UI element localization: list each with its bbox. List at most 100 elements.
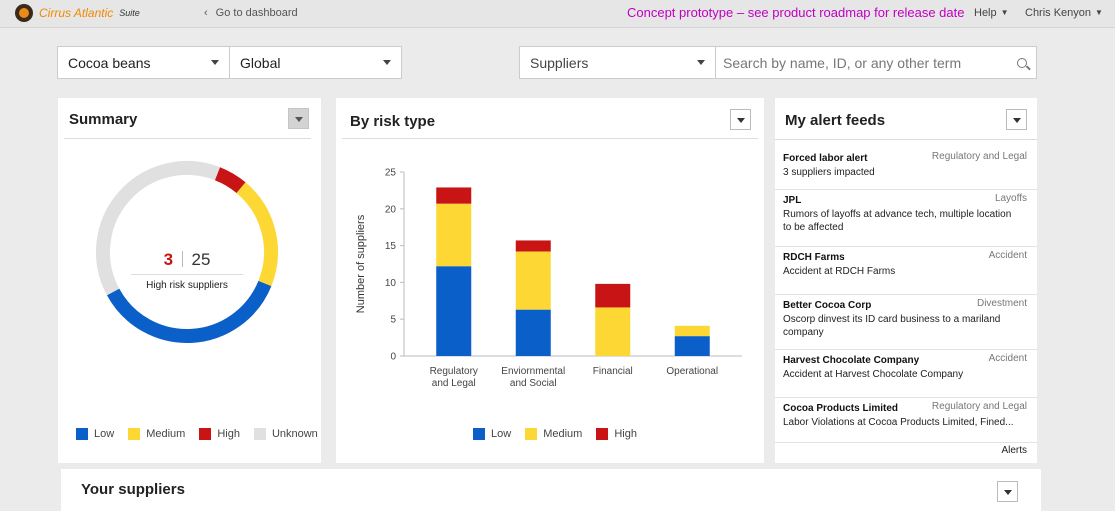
alert-title: RDCH Farms [783, 252, 845, 263]
alert-title: JPL [783, 195, 802, 206]
bar-medium[interactable] [595, 307, 631, 356]
alert-category: Divestment [976, 298, 1027, 309]
bar-medium[interactable] [674, 325, 710, 337]
summary-title: Summary [69, 111, 138, 128]
legend-label: Low [491, 428, 512, 440]
commodity-select[interactable]: Cocoa beans [57, 46, 230, 79]
summary-legend-item-medium: Medium [128, 428, 185, 440]
alert-description: Oscorp dinvest its ID card business to a… [783, 314, 1001, 338]
search-input[interactable] [716, 47, 1006, 78]
caret-down-icon: ▼ [1095, 8, 1103, 17]
alert-title: Cocoa Products Limited [783, 403, 899, 414]
risk-type-title: By risk type [350, 113, 436, 130]
risk-type-menu-button[interactable] [730, 109, 751, 130]
donut-segment-unknown[interactable] [96, 161, 221, 296]
legend-swatch [76, 428, 88, 440]
bar-low[interactable] [674, 336, 710, 356]
legend-label: High [614, 428, 637, 440]
legend-label: Unknown [271, 428, 318, 440]
app-logo[interactable]: Cirrus Atlantic Suite [15, 3, 140, 23]
donut-segments [96, 161, 278, 343]
bar-low[interactable] [436, 266, 472, 356]
x-tick-label: Enviornmental [501, 366, 565, 377]
bar-high[interactable] [515, 240, 551, 252]
donut-segment-high[interactable] [214, 167, 246, 194]
alerts-footer-link[interactable]: Alerts [1001, 445, 1027, 456]
alert-description: Accident at Harvest Chocolate Company [783, 369, 964, 380]
y-tick-label: 0 [390, 352, 396, 363]
y-tick-label: 20 [385, 204, 397, 215]
user-name: Chris Kenyon [1025, 7, 1092, 19]
risk-type-legend: Low Medium High [473, 428, 651, 440]
region-select[interactable]: Global [229, 46, 402, 79]
alert-description: Labor Violations at Cocoa Products Limit… [783, 417, 1014, 428]
summary-donut [96, 161, 278, 343]
logo-suite: Suite [119, 8, 140, 18]
y-tick-label: 25 [385, 168, 397, 179]
alert-feeds-title: My alert feeds [785, 112, 886, 129]
alert-item[interactable]: RDCH Farms Accident Accident at RDCH Farms [775, 247, 1037, 295]
count-separator [181, 251, 183, 267]
legend-swatch [596, 428, 609, 440]
go-to-dashboard-link[interactable]: ‹ Go to dashboard [204, 7, 298, 19]
dropdown-arrow-icon [211, 60, 219, 65]
high-risk-caption: High risk suppliers [146, 280, 228, 291]
total-count: 25 [191, 250, 211, 269]
alert-item[interactable]: Harvest Chocolate Company Accident Acciden… [775, 350, 1037, 398]
risk-type-card: By risk type 0 5 10 15 20 25 Number of supplie… [336, 98, 764, 463]
alert-feeds-card: My alert feeds Forced labor alert Regulat… [775, 98, 1037, 463]
entity-select[interactable]: Suppliers [519, 46, 716, 79]
bar-medium[interactable] [436, 203, 472, 267]
logo-icon [15, 4, 33, 22]
legend-label: Medium [146, 428, 186, 440]
alert-feeds-menu-button[interactable] [1006, 109, 1027, 130]
help-menu[interactable]: Help ▼ [974, 7, 1009, 19]
donut-segment-low[interactable] [106, 280, 272, 343]
x-tick-label: Financial [593, 366, 633, 377]
summary-legend-item-unknown: Unknown [253, 428, 318, 440]
bar-high[interactable] [436, 187, 472, 204]
alert-item[interactable]: JPL Layoffs Rumors of layoffs at advance t… [775, 190, 1037, 247]
bar-high[interactable] [595, 283, 631, 308]
summary-legend-item-low: Low [76, 428, 114, 440]
divider [64, 138, 311, 139]
legend-swatch [128, 428, 141, 440]
summary-menu-button[interactable] [288, 108, 309, 129]
donut-segment-medium[interactable] [236, 182, 278, 287]
legend-label: Medium [543, 428, 583, 440]
back-link-label: Go to dashboard [215, 7, 298, 19]
summary-legend-item-high: High [199, 428, 240, 440]
alert-category: Regulatory and Legal [931, 401, 1027, 412]
concept-note: Concept prototype – see product roadmap … [627, 5, 965, 20]
commodity-value: Cocoa beans [68, 54, 151, 71]
user-menu[interactable]: Chris Kenyon ▼ [1025, 7, 1103, 19]
legend-swatch [525, 428, 538, 440]
suppliers-title: Your suppliers [81, 481, 185, 498]
help-label: Help [974, 7, 997, 19]
divider [131, 274, 243, 275]
alert-category: Accident [988, 250, 1027, 261]
alert-item[interactable]: Forced labor alert Regulatory and Legal 3 … [775, 148, 1037, 190]
risk-legend-item-medium: Medium [525, 428, 582, 440]
legend-label: Low [94, 428, 115, 440]
risk-legend-item-low: Low [473, 428, 511, 440]
summary-card: Summary 3 25 High risk suppliers Low Medi… [58, 98, 321, 463]
bar-low[interactable] [515, 309, 551, 356]
high-risk-count: 3 25 [131, 250, 243, 270]
caret-down-icon: ▼ [1000, 8, 1009, 17]
divider [775, 139, 1037, 140]
alert-title: Better Cocoa Corp [783, 300, 872, 311]
x-tick-label: and Legal [432, 378, 476, 389]
chevron-left-icon: ‹ [204, 7, 208, 19]
search-icon[interactable] [1017, 58, 1027, 68]
bar-medium[interactable] [515, 251, 551, 310]
alert-item[interactable]: Better Cocoa Corp Divestment Oscorp dinves… [775, 295, 1037, 350]
alert-title: Forced labor alert [783, 153, 868, 164]
alert-description: Rumors of layoffs at advance tech, multi… [783, 209, 1012, 233]
y-axis-label: Number of suppliers [355, 214, 367, 313]
y-tick-label: 10 [385, 278, 397, 289]
risk-legend-item-high: High [596, 428, 637, 440]
alert-item[interactable]: Cocoa Products Limited Regulatory and Leg… [775, 398, 1037, 443]
suppliers-menu-button[interactable] [997, 481, 1018, 502]
